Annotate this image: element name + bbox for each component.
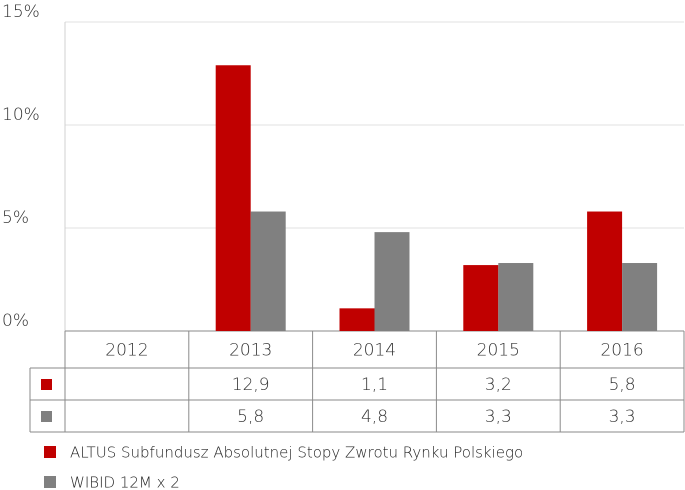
bar [374,232,410,331]
x-tick-label: 2013 [229,341,272,361]
table-value: 3,3 [609,407,636,427]
legend-label: WIBID 12M x 2 [70,474,180,490]
bar [250,211,286,331]
legend-key [44,476,56,488]
table-value: 3,3 [485,407,512,427]
y-tick-label: 0% [2,311,29,331]
bar [587,211,623,331]
bar [498,263,534,331]
x-tick-label: 2016 [600,341,643,361]
y-tick-label: 15% [2,2,40,22]
bar [215,65,251,331]
legend-key [44,446,56,458]
legend-label: ALTUS Subfundusz Absolutnej Stopy Zwrotu… [70,444,523,462]
table-legend-key [41,411,52,422]
bar [622,263,658,331]
table-legend-key [41,379,52,390]
table-value: 5,8 [609,375,636,395]
table-value: 1,1 [361,375,388,395]
table-value: 5,8 [237,407,264,427]
table-value: 4,8 [361,407,388,427]
y-tick-label: 10% [2,105,40,125]
x-tick-label: 2012 [105,341,148,361]
bar [463,265,499,331]
y-tick-label: 5% [2,208,29,228]
bar [339,308,375,331]
x-tick-label: 2014 [353,341,396,361]
x-tick-label: 2015 [477,341,520,361]
table-value: 3,2 [485,375,512,395]
table-value: 12,9 [232,375,270,395]
